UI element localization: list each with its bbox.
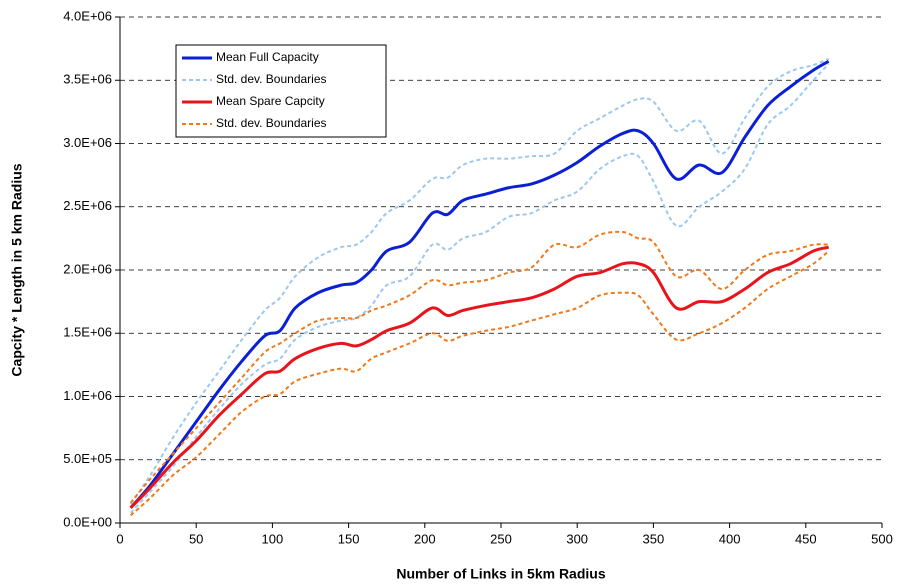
- series-line: [129, 63, 830, 514]
- y-tick-label: 3.0E+06: [63, 135, 112, 150]
- x-tick-label: 100: [262, 531, 284, 546]
- series-line: [130, 250, 830, 517]
- x-tick-label: 450: [795, 531, 817, 546]
- y-axis-label: Capcity * Length in 5 km Radius: [9, 163, 25, 376]
- legend-box: [175, 44, 387, 138]
- y-tick-label: 1.5E+06: [63, 325, 112, 340]
- legend-label: Std. dev. Boundaries: [216, 116, 327, 130]
- x-tick-label: 150: [338, 531, 360, 546]
- y-tick-label: 0.0E+00: [63, 514, 112, 529]
- y-tick-label: 2.5E+06: [63, 198, 112, 213]
- x-axis-label: Number of Links in 5km Radius: [396, 566, 605, 582]
- series-line: [129, 230, 829, 504]
- legend-label: Std. dev. Boundaries: [216, 72, 327, 86]
- y-tick-label: 3.5E+06: [63, 72, 112, 87]
- y-tick-label: 5.0E+05: [63, 451, 112, 466]
- x-tick-label: 250: [490, 531, 512, 546]
- series-line: [129, 59, 830, 509]
- x-tick-label: 500: [871, 531, 893, 546]
- x-tick-label: 200: [414, 531, 436, 546]
- x-tick-label: 350: [643, 531, 665, 546]
- y-tick-label: 1.0E+06: [63, 388, 112, 403]
- x-tick-label: 400: [719, 531, 741, 546]
- series-line: [129, 245, 830, 509]
- series-line: [129, 57, 830, 505]
- legend-label: Mean Full Capacity: [216, 50, 319, 64]
- legend-label: Mean Spare Capcity: [216, 94, 325, 108]
- x-tick-label: 50: [189, 531, 203, 546]
- x-tick-label: 300: [566, 531, 588, 546]
- y-tick-label: 2.0E+06: [63, 261, 112, 276]
- y-tick-label: 4.0E+06: [63, 8, 112, 23]
- x-tick-label: 0: [116, 531, 123, 546]
